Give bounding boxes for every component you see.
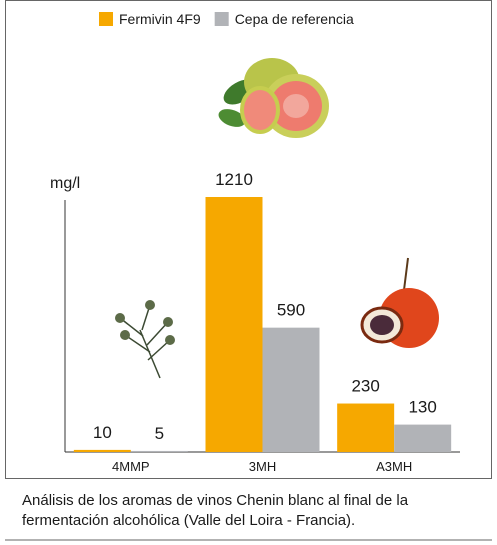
x-tick-label: 4MMP [112, 459, 150, 474]
herb-illustration [115, 300, 175, 378]
y-axis-label: mg/l [50, 175, 80, 192]
passion-fruit-illustration [362, 258, 439, 348]
chart: Fermivin 4F9 Cepa de referencia mg/l 4MMP 10… [0, 0, 497, 545]
value-label: 230 [351, 377, 379, 396]
caption-line: Análisis de los aromas de vinos Chenin b… [22, 492, 409, 509]
legend-label: Fermivin 4F9 [119, 11, 201, 27]
value-label: 10 [93, 423, 112, 442]
value-label: 5 [155, 424, 164, 443]
value-label: 130 [408, 398, 436, 417]
value-label: 1210 [215, 170, 253, 189]
legend-swatch [215, 12, 229, 26]
x-tick-label: A3MH [376, 459, 412, 474]
bar [131, 451, 188, 452]
legend-swatch [99, 12, 113, 26]
guava-illustration [216, 58, 329, 138]
value-label: 590 [277, 301, 305, 320]
bar [337, 404, 394, 452]
legend-label: Cepa de referencia [235, 11, 354, 27]
bar [206, 197, 263, 452]
caption-line: fermentación alcohólica (Valle del Loira… [22, 512, 355, 529]
bar [394, 425, 451, 452]
bar [74, 450, 131, 452]
bar [263, 328, 320, 452]
x-tick-label: 3MH [249, 459, 276, 474]
page: {"chart_data": {"type": "bar", "categori… [0, 0, 497, 545]
